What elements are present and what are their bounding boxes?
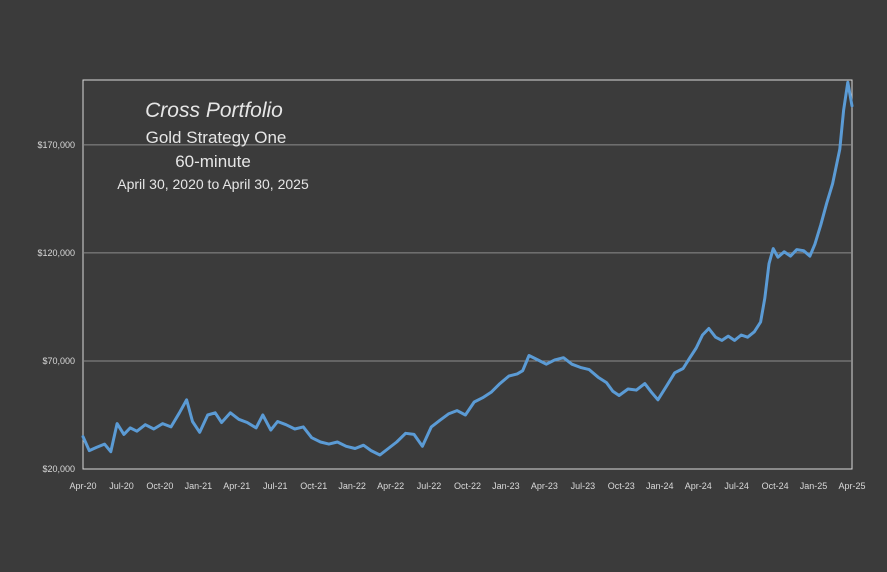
x-tick-label: Oct-20 (146, 481, 173, 491)
x-tick-label: Jul-24 (724, 481, 749, 491)
x-tick-label: Apr-21 (223, 481, 250, 491)
plot-area-frame (82, 79, 853, 470)
gridlines (83, 144, 852, 362)
x-tick-label: Jan-22 (338, 481, 366, 491)
x-tick-label: Jan-23 (492, 481, 520, 491)
chart-subtitle-strategy: Gold Strategy One (146, 128, 287, 147)
x-tick-label: Jul-20 (109, 481, 134, 491)
x-tick-label: Jul-21 (263, 481, 288, 491)
chart-subtitle-timeframe: 60-minute (175, 152, 251, 171)
y-axis-tick-labels: $20,000 $70,000 $120,000 $170,000 (37, 140, 75, 474)
x-tick-label: Jan-25 (800, 481, 828, 491)
chart-title: Cross Portfolio (145, 99, 283, 122)
x-tick-label: Apr-23 (531, 481, 558, 491)
x-tick-label: Apr-20 (69, 481, 96, 491)
x-tick-label: Oct-24 (762, 481, 789, 491)
x-tick-label: Jan-24 (646, 481, 674, 491)
y-tick-label: $70,000 (42, 356, 75, 366)
x-tick-label: Jul-22 (417, 481, 442, 491)
series-line (81, 80, 854, 457)
chart-title-block: Cross Portfolio Gold Strategy One 60-min… (117, 99, 309, 192)
x-tick-label: Apr-24 (685, 481, 712, 491)
x-tick-label: Jan-21 (185, 481, 213, 491)
x-tick-label: Oct-21 (300, 481, 327, 491)
x-tick-label: Apr-22 (377, 481, 404, 491)
x-tick-label: Apr-25 (838, 481, 865, 491)
x-tick-label: Oct-23 (608, 481, 635, 491)
chart-subtitle-daterange: April 30, 2020 to April 30, 2025 (117, 176, 309, 192)
x-axis-tick-labels: Apr-20 Jul-20 Oct-20 Jan-21 Apr-21 Jul-21 Oct-… (69, 481, 865, 491)
x-tick-label: Oct-22 (454, 481, 481, 491)
y-tick-label: $170,000 (37, 140, 75, 150)
x-tick-label: Jul-23 (571, 481, 596, 491)
y-tick-label: $120,000 (37, 248, 75, 258)
y-tick-label: $20,000 (42, 464, 75, 474)
